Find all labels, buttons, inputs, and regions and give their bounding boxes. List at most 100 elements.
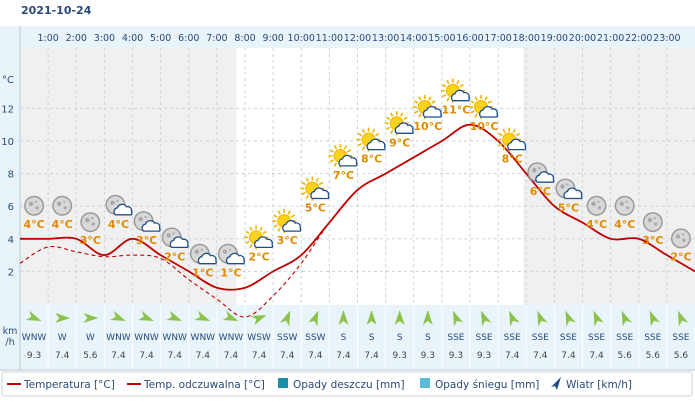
legend-item: Temperatura [°C] [7, 379, 115, 391]
wind-speed: 9.3 [449, 351, 463, 361]
hour-label: 11:00 [316, 33, 343, 44]
wind-arrow-icon [110, 310, 126, 321]
sun-cloud-icon [497, 127, 527, 152]
wind-direction: WNW [134, 333, 159, 343]
hour-label: 16:00 [456, 33, 483, 44]
wind-direction: WNW [106, 333, 131, 343]
hour-label: 8:00 [234, 33, 255, 44]
wind-direction: SSE [532, 333, 549, 343]
wind-arrow-icon [138, 310, 154, 321]
y-tick-label: 4 [8, 235, 14, 246]
wind-arrow-icon [452, 310, 464, 327]
hour-label: 18:00 [513, 33, 540, 44]
sun-cloud-icon [440, 78, 470, 103]
wind-direction: SSE [644, 333, 661, 343]
temp-label: 2°C [670, 250, 691, 263]
hour-label: 19:00 [541, 33, 568, 44]
wind-speed: 7.4 [308, 351, 323, 361]
temp-label: 2°C [248, 250, 269, 263]
legend-item: Temp. odczuwalna [°C] [127, 379, 265, 391]
wind-speed: 7.4 [252, 351, 267, 361]
hour-label: 13:00 [372, 33, 399, 44]
wind-speed: 7.4 [224, 351, 239, 361]
temp-label: 8°C [502, 153, 523, 166]
wind-speed: 9.3 [27, 351, 41, 361]
wind-unit-km: km [3, 326, 18, 337]
y-tick-label: 6 [8, 202, 14, 213]
wind-arrow-icon [481, 310, 492, 327]
hour-label: 12:00 [344, 33, 371, 44]
moon-icon [586, 195, 607, 216]
wind-direction: SSE [672, 333, 689, 343]
hour-label: 22:00 [625, 33, 652, 44]
wind-direction: SSE [447, 333, 464, 343]
wind-speed: 7.4 [336, 351, 351, 361]
wind-arrow-icon [366, 310, 377, 325]
temp-label: 9°C [389, 136, 410, 149]
legend-label: Opady śniegu [mm] [435, 379, 539, 391]
wind-arrow-icon [509, 310, 520, 327]
wind-direction: S [341, 333, 347, 343]
moon-cloud-icon [105, 194, 133, 216]
hour-label: 14:00 [400, 33, 427, 44]
wind-direction: W [86, 333, 95, 343]
wind-speed: 9.3 [477, 351, 491, 361]
wind-speed: 7.4 [196, 351, 211, 361]
temp-label: 5°C [558, 202, 579, 215]
wind-arrow-icon [565, 310, 576, 327]
temp-label: 10°C [470, 120, 499, 133]
moon-cloud-icon [133, 211, 161, 232]
y-tick-label: 12 [1, 104, 14, 115]
temp-label: 10°C [413, 120, 442, 133]
date-title: 2021-10-24 [21, 4, 92, 17]
wind-direction: SSE [504, 333, 521, 343]
hour-label: 20:00 [569, 33, 596, 44]
y-axis-panel [0, 26, 20, 370]
temp-label: 3°C [277, 234, 298, 247]
wind-speed: 7.4 [280, 351, 295, 361]
wind-direction: WSW [247, 333, 271, 343]
legend-label: Wiatr [km/h] [566, 379, 632, 391]
temp-label: 1°C [220, 267, 241, 280]
moon-icon [24, 195, 45, 216]
sun-cloud-icon [356, 127, 386, 152]
wind-direction: WNW [219, 333, 244, 343]
y-tick-label: 8 [8, 170, 14, 181]
wind-speed: 5.6 [618, 351, 633, 361]
temp-label: 3°C [136, 234, 157, 247]
temp-label: 3°C [80, 234, 101, 247]
hour-label: 4:00 [122, 33, 143, 44]
wind-arrow-icon [422, 310, 433, 325]
hour-header [20, 26, 695, 48]
wind-arrow-icon [308, 310, 319, 327]
wind-arrow-icon [25, 310, 42, 321]
hour-label: 5:00 [150, 33, 171, 44]
wind-arrow-icon [621, 310, 632, 327]
temperature-line [20, 123, 695, 291]
hour-label: 15:00 [428, 33, 455, 44]
temp-label: 4°C [108, 218, 129, 231]
moon-icon [614, 195, 635, 216]
wind-arrow-icon [194, 310, 211, 321]
wind-arrow-icon [394, 310, 405, 325]
temp-label: 6°C [530, 185, 551, 198]
hour-label: 17:00 [484, 33, 511, 44]
wind-direction: WNW [162, 333, 187, 343]
temp-label: 3°C [642, 234, 663, 247]
moon-icon [52, 195, 73, 216]
hour-label: 6:00 [178, 33, 199, 44]
wind-arrow-icon [250, 315, 267, 326]
hour-label: 10:00 [288, 33, 315, 44]
wind-direction: SSE [476, 333, 493, 343]
wind-arrow-icon [279, 310, 291, 327]
legend-swatch [278, 378, 288, 388]
wind-arrow-icon [166, 310, 183, 321]
wind-direction: W [58, 333, 67, 343]
wind-speed: 7.4 [139, 351, 154, 361]
y-tick-label: 2 [8, 267, 14, 278]
sun-cloud-icon [384, 111, 414, 136]
wind-speed: 7.4 [561, 351, 576, 361]
temp-label: 7°C [333, 169, 354, 182]
wind-arrow-icon [222, 310, 239, 321]
moon-cloud-icon [527, 162, 555, 183]
